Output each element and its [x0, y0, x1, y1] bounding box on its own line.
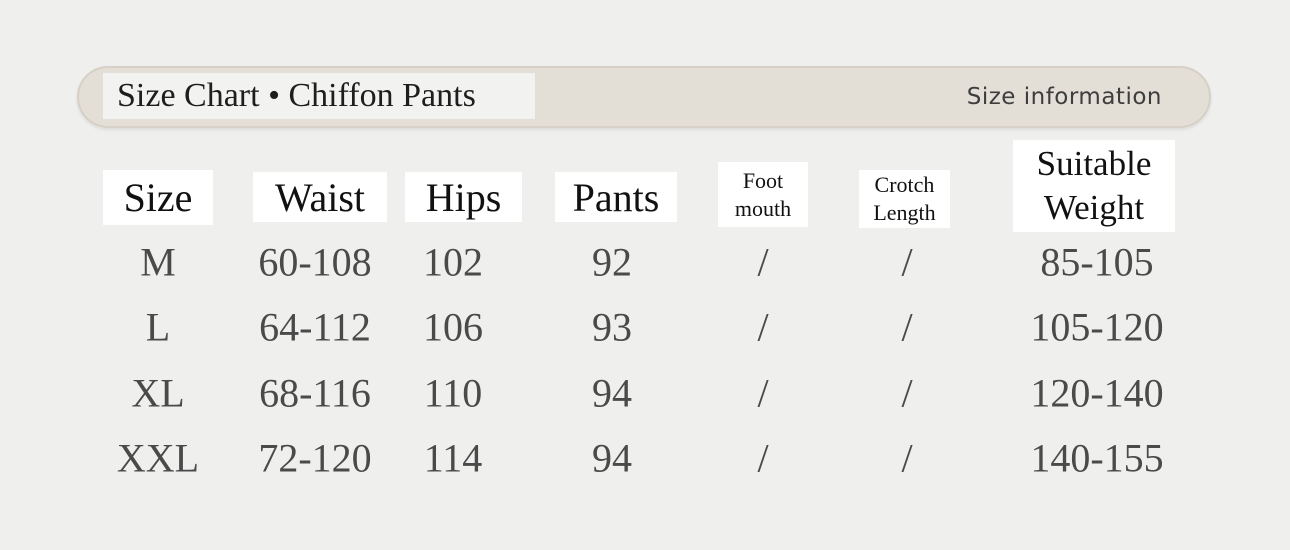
table-cell: 72-120	[258, 435, 372, 481]
table-cell: /	[901, 370, 913, 416]
size-information-label: Size information	[966, 84, 1162, 110]
table-cell: 140-155	[1030, 435, 1164, 481]
column-header: Waist	[253, 172, 387, 222]
table-cell: 105-120	[1030, 304, 1164, 350]
table-cell: /	[901, 239, 913, 285]
table-cell: /	[901, 435, 913, 481]
table-cell: /	[757, 304, 769, 350]
table-cell: /	[757, 239, 769, 285]
table-cell: L	[145, 304, 171, 350]
table-cell: 93	[592, 304, 632, 350]
table-cell: XL	[131, 370, 185, 416]
table-cell: 85-105	[1040, 239, 1154, 285]
table-cell: 94	[592, 435, 632, 481]
table-cell: XXL	[116, 435, 200, 481]
table-cell: 120-140	[1030, 370, 1164, 416]
table-cell: /	[901, 304, 913, 350]
table-cell: 114	[423, 435, 483, 481]
table-cell: 102	[423, 239, 483, 285]
column-header: Foot mouth	[718, 162, 808, 227]
column-header: Crotch Length	[859, 170, 950, 228]
table-cell: 110	[423, 370, 483, 416]
table-cell: 92	[592, 239, 632, 285]
table-cell: 60-108	[258, 239, 372, 285]
table-cell: 68-116	[259, 370, 371, 416]
column-header: Suitable Weight	[1013, 140, 1175, 232]
table-cell: 106	[423, 304, 483, 350]
table-cell: 64-112	[259, 304, 371, 350]
table-cell: /	[757, 370, 769, 416]
table-cell: /	[757, 435, 769, 481]
column-header: Size	[103, 170, 213, 225]
table-cell: M	[140, 239, 176, 285]
page-title: Size Chart • Chiffon Pants	[103, 73, 535, 119]
column-header: Pants	[555, 172, 677, 222]
table-cell: 94	[592, 370, 632, 416]
column-header: Hips	[405, 172, 522, 222]
